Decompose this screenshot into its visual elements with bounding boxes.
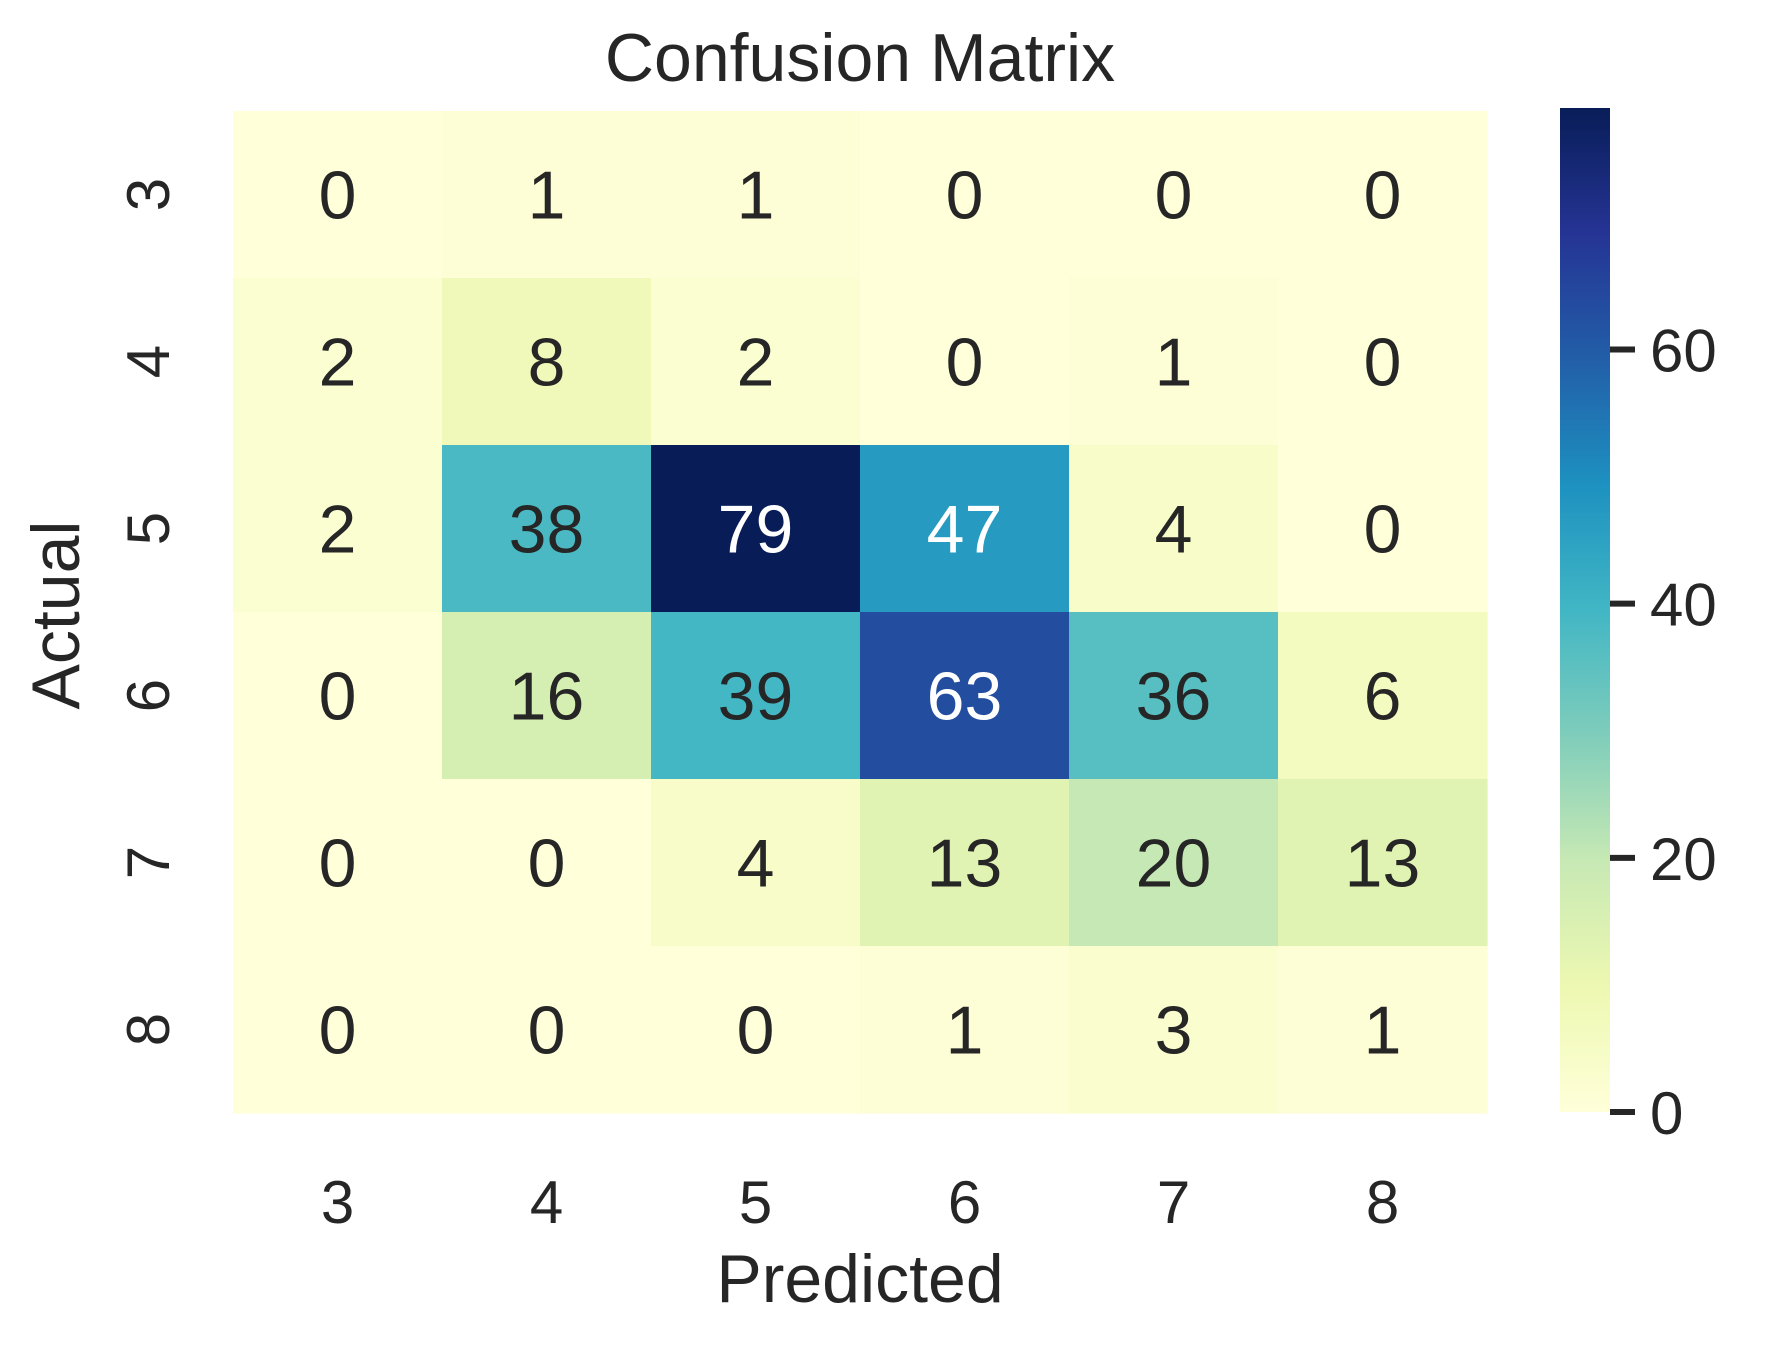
x-axis-label: Predicted [716,1241,1003,1317]
cell-value-label: 1 [946,993,984,1069]
cell-value-label: 13 [927,826,1003,902]
cell-value-label: 4 [737,826,775,902]
heatmap-cell [1069,445,1279,613]
heatmap-cell [1069,946,1279,1114]
heatmap-cell [442,612,652,780]
heatmap-cell [1278,612,1488,780]
cell-value-label: 39 [718,659,794,735]
heatmap-cell [651,946,861,1114]
heatmap-cell [442,445,652,613]
heatmap-cell [651,779,861,947]
heatmap-cell [1278,111,1488,279]
cell-value-label: 0 [1364,325,1402,401]
y-tick-label: 6 [115,679,182,712]
colorbar: 0 20 40 60 [1560,108,1717,1147]
cell-value-label: 16 [509,659,585,735]
colorbar-tick-label: 0 [1650,1080,1683,1147]
heatmap-cell [1069,612,1279,780]
heatmap-cell [1069,278,1279,446]
colorbar-tick-label: 60 [1650,317,1717,384]
cell-value-label: 13 [1345,826,1421,902]
heatmap-cell [860,779,1070,947]
x-tick-label: 8 [1366,1169,1399,1236]
heatmap-cell [860,946,1070,1114]
cell-value-label: 3 [1155,993,1193,1069]
heatmap-cell [1278,278,1488,446]
cell-value-label: 1 [1155,325,1193,401]
heatmap-cell [233,111,443,279]
y-axis-label: Actual [18,521,94,710]
heatmap-cell [1278,445,1488,613]
heatmap-cell [233,278,443,446]
cell-value-label: 38 [509,492,585,568]
cell-value-label: 0 [1364,158,1402,234]
heatmap-cell [651,111,861,279]
cell-value-label: 0 [1364,492,1402,568]
heatmap-cell [233,779,443,947]
cell-value-label: 1 [737,158,775,234]
cell-value-label: 2 [319,492,357,568]
heatmap-cell [860,111,1070,279]
x-tick-label: 6 [948,1169,981,1236]
heatmap-cell [233,946,443,1114]
x-tick-label: 3 [321,1169,354,1236]
x-tick-labels: 3 4 5 6 7 8 [321,1169,1399,1236]
cell-value-label: 2 [737,325,775,401]
heatmap-cell [860,445,1070,613]
cell-value-label: 63 [927,659,1003,735]
cell-value-label: 2 [319,325,357,401]
heatmap-cell [442,278,652,446]
y-tick-labels: 3 4 5 6 7 8 [115,178,182,1046]
heatmap-cell [1278,779,1488,947]
cell-value-label: 0 [1155,158,1193,234]
heatmap-cell [860,278,1070,446]
x-tick-label: 4 [530,1169,563,1236]
cell-value-label: 1 [1364,993,1402,1069]
heatmap-cell [442,111,652,279]
cell-value-label: 36 [1136,659,1212,735]
cell-value-label: 4 [1155,492,1193,568]
cell-value-label: 0 [528,826,566,902]
cell-value-label: 0 [319,993,357,1069]
y-tick-label: 3 [115,178,182,211]
x-tick-label: 7 [1157,1169,1190,1236]
chart-title: Confusion Matrix [605,20,1115,96]
cell-value-label: 0 [528,993,566,1069]
colorbar-tick-label: 40 [1650,572,1717,639]
cell-value-label: 47 [927,492,1003,568]
colorbar-tick-label: 20 [1650,826,1717,893]
cell-value-label: 6 [1364,659,1402,735]
heatmap-cell [442,946,652,1114]
x-tick-label: 5 [739,1169,772,1236]
heatmap-cells: 0 1 1 0 0 02 8 2 0 1 02 38 79 47 4 00 16 39 63 36 60 0 4 13 20 13… [233,111,1488,1114]
heatmap-cell [442,779,652,947]
heatmap-cell [1278,946,1488,1114]
heatmap-cell [860,612,1070,780]
heatmap-cell [651,612,861,780]
cell-value-label: 79 [718,492,794,568]
cell-value-label: 0 [319,826,357,902]
cell-value-label: 0 [319,659,357,735]
colorbar-gradient [1560,108,1610,1112]
cell-value-label: 0 [946,325,984,401]
y-tick-label: 8 [115,1013,182,1046]
cell-value-label: 8 [528,325,566,401]
y-tick-label: 7 [115,846,182,879]
heatmap-cell [651,445,861,613]
heatmap-cell [233,612,443,780]
cell-value-label: 0 [737,993,775,1069]
cell-value-label: 20 [1136,826,1212,902]
heatmap-cell [651,278,861,446]
heatmap-cell [233,445,443,613]
heatmap-cell [1069,779,1279,947]
y-tick-label: 5 [115,512,182,545]
cell-value-label: 0 [319,158,357,234]
y-tick-label: 4 [115,345,182,378]
cell-value-label: 0 [946,158,984,234]
heatmap-cell [1069,111,1279,279]
cell-value-label: 1 [528,158,566,234]
